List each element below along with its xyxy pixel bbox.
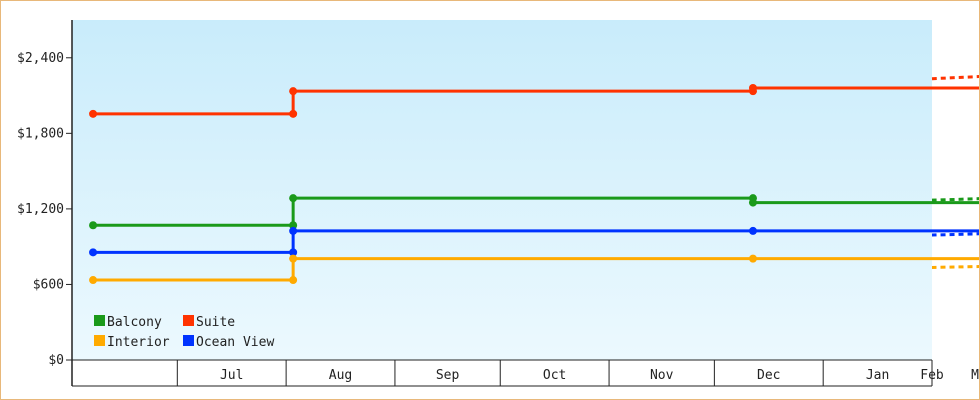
legend-swatch-balcony	[94, 315, 105, 326]
data-point-interior	[748, 254, 757, 263]
data-point-suite	[89, 109, 98, 118]
legend-swatch-suite	[183, 315, 194, 326]
series-suite	[89, 75, 979, 118]
data-point-balcony	[289, 221, 298, 230]
y-tick-label: $600	[33, 277, 64, 292]
legend-swatch-interior	[94, 335, 105, 346]
x-tick-label: Mar	[971, 368, 979, 383]
forecast-line-suite	[931, 75, 979, 81]
plot-background	[72, 20, 932, 360]
x-tick-label: Jul	[220, 368, 243, 383]
data-point-interior	[289, 254, 298, 263]
series-ocean-view	[89, 226, 979, 257]
series-line-balcony	[93, 196, 979, 227]
y-tick-label: $1,800	[17, 126, 64, 141]
legend-label-balcony: Balcony	[107, 315, 162, 330]
forecast-line-balcony	[931, 197, 979, 202]
legend-label-suite: Suite	[196, 315, 235, 330]
data-point-ocean-view	[289, 248, 298, 257]
data-point-suite	[289, 87, 298, 96]
legend-label-interior: Interior	[107, 335, 170, 350]
y-tick-label: $1,200	[17, 202, 64, 217]
x-tick-label: Sep	[436, 368, 460, 383]
forecast-line-interior	[931, 265, 979, 269]
data-point-balcony	[89, 221, 98, 230]
y-tick-label: $0	[48, 353, 64, 368]
x-tick-label: Jan	[866, 368, 889, 383]
data-point-ocean-view	[748, 226, 757, 235]
data-point-interior	[289, 276, 298, 285]
data-point-suite	[289, 109, 298, 118]
data-point-balcony	[748, 198, 757, 207]
x-tick-label: Feb	[920, 368, 944, 383]
data-point-suite	[748, 84, 757, 92]
series-line-ocean-view	[93, 229, 979, 254]
data-point-ocean-view	[89, 248, 98, 257]
x-tick-label: Aug	[329, 368, 352, 383]
legend-label-ocean-view: Ocean View	[196, 335, 274, 350]
series-balcony	[89, 194, 979, 230]
x-tick-label: Nov	[650, 368, 674, 383]
data-point-ocean-view	[289, 226, 298, 235]
data-point-interior	[89, 276, 98, 285]
series-interior	[89, 254, 979, 285]
series-line-interior	[93, 257, 979, 282]
y-tick-label: $2,400	[17, 51, 64, 66]
x-tick-label: Oct	[543, 368, 566, 383]
legend-swatch-ocean-view	[183, 335, 194, 346]
data-point-balcony	[289, 194, 298, 203]
x-tick-label: Dec	[757, 368, 780, 383]
